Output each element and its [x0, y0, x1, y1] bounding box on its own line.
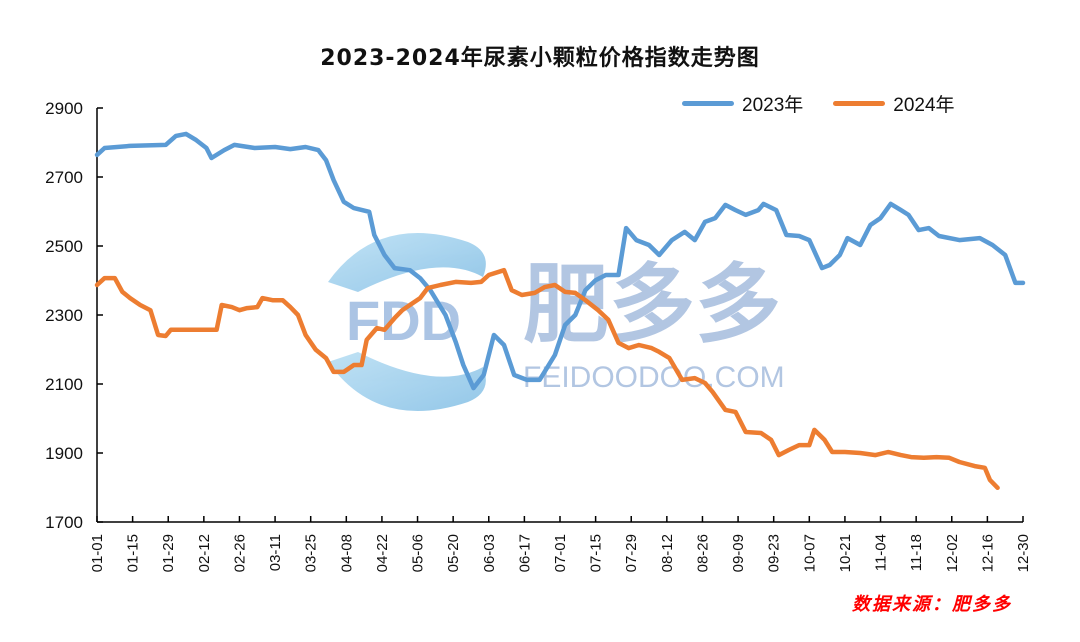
- x-tick-label: 03-25: [303, 534, 320, 572]
- x-tick-label: 09-09: [730, 534, 747, 572]
- legend-label-2024: 2024年: [893, 95, 955, 116]
- x-tick-label: 06-03: [481, 534, 498, 572]
- x-tick-label: 01-15: [125, 534, 142, 572]
- x-tick-label: 07-29: [623, 534, 640, 572]
- x-tick-label: 02-12: [196, 534, 213, 572]
- x-tick-label: 12-16: [979, 534, 996, 572]
- legend-item-2024: 2024年: [833, 90, 955, 117]
- x-tick-label: 01-01: [89, 534, 106, 572]
- x-tick-label: 08-26: [694, 534, 711, 572]
- series-line-0: [94, 131, 1026, 391]
- legend: 2023年 2024年: [682, 90, 985, 117]
- chart-title: 2023-2024年尿素小颗粒价格指数走势图: [320, 46, 760, 71]
- x-tick-label: 04-08: [338, 534, 355, 572]
- data-source-note: 数据来源：肥多多: [852, 594, 1012, 615]
- legend-item-2023: 2023年: [682, 90, 803, 117]
- y-tick-label: 2700: [45, 168, 83, 187]
- x-tick-label: 10-21: [837, 534, 854, 572]
- y-tick-label: 2900: [45, 99, 83, 118]
- legend-swatch-2023: [682, 101, 734, 106]
- x-tick-label: 05-20: [445, 534, 462, 572]
- x-tick-label: 11-04: [873, 534, 890, 571]
- x-axis: 01-01 01-15 01-29 02-12 02-26 03-11 03-25 04-08…: [89, 516, 1032, 572]
- x-tick-label: 09-23: [766, 534, 783, 572]
- x-tick-label: 10-07: [801, 534, 818, 572]
- x-tick-label: 07-01: [552, 534, 569, 572]
- legend-swatch-2024: [833, 101, 886, 106]
- y-axis: 1700 1900 2100 2300 2500 2700 2900: [45, 99, 103, 532]
- x-tick-label: 07-15: [588, 534, 605, 572]
- y-tick-label: 2100: [45, 375, 83, 394]
- y-tick-label: 2300: [45, 306, 83, 325]
- legend-label-2023: 2023年: [742, 95, 804, 116]
- series-line-1: [94, 267, 1000, 491]
- x-tick-label: 02-26: [231, 534, 248, 572]
- y-tick-label: 1900: [45, 444, 83, 463]
- x-tick-label: 08-12: [659, 534, 676, 572]
- x-tick-label: 05-06: [410, 534, 427, 572]
- x-tick-label: 11-18: [908, 534, 925, 571]
- x-tick-label: 12-30: [1015, 534, 1032, 572]
- x-tick-label: 03-11: [267, 534, 284, 571]
- y-tick-label: 1700: [45, 513, 83, 532]
- series-layer: [94, 131, 1026, 491]
- x-tick-label: 04-22: [374, 534, 391, 572]
- x-tick-label: 12-02: [944, 534, 961, 572]
- x-tick-label: 06-17: [516, 534, 533, 572]
- y-tick-label: 2500: [45, 237, 83, 256]
- x-tick-label: 01-29: [160, 534, 177, 572]
